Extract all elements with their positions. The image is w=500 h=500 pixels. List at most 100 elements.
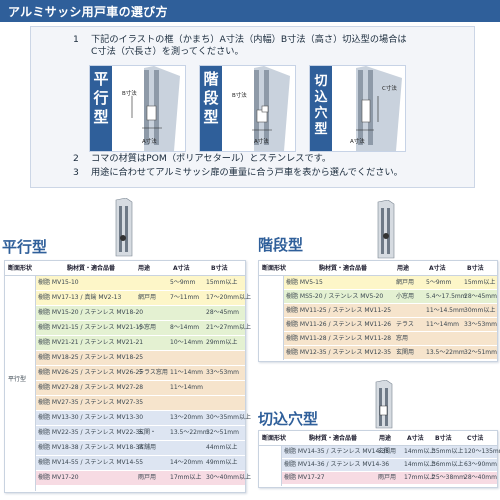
cell-a: 7〜11mm (170, 294, 200, 301)
cell-b: 32〜51mm (206, 429, 239, 436)
cell-part: 樹脂 MV18-25 / ステンレス MV18-25 (38, 354, 144, 361)
header-b: B寸法 (211, 265, 228, 272)
cell-a: 13.5〜22mm (170, 429, 209, 436)
cell-b: 49mm以上 (206, 459, 238, 466)
table-row: 樹脂 MV22-35 / ステンレス MV22-35 玄関・ 13.5〜22mm 32… (36, 426, 245, 441)
cell-use: 網戸用 (396, 278, 415, 286)
table-row: 樹脂 MV15-10 5〜9mm 15mm以上 (36, 276, 245, 291)
step-2-number: 2 (73, 153, 79, 164)
table-row: 樹脂 MV21-15 / ステンレス MV21-15 小窓用 8〜14mm 21〜27… (36, 321, 251, 336)
parallel-table-header: 断面形状 駒材質・適合品番 用途 A寸法 B寸法 (5, 261, 245, 276)
cell-b: 30〜35mm以上 (206, 414, 251, 421)
cell-a: 13.5〜22mm (426, 348, 465, 356)
cell-b: 32〜51mm (464, 348, 497, 356)
table-row: 樹脂 MV27-35 / ステンレス MV27-35 (36, 396, 245, 411)
header-shape: 断面形状 (8, 265, 33, 272)
type-tile-stepped: 階 段 型 B寸法 A寸法 (199, 65, 296, 152)
header-part: 駒材質・適合品番 (319, 265, 368, 272)
step-3-line-1: 用途に合わせてアルミサッシ扉の重量に合う戸車を表から選んでください。 (91, 167, 403, 178)
cell-a: 14〜20mm (170, 459, 203, 466)
cell-a: 14mm以上 (404, 448, 436, 455)
table-row: 樹脂 MV14-55 / ステンレス MV14-55 14〜20mm 49mm以上 (36, 456, 245, 471)
cell-part: 樹脂 MV5-15 (286, 278, 323, 286)
type-name-stepped: 階 段 型 (202, 70, 220, 127)
cell-a: 11〜14mm (170, 369, 203, 376)
cell-c: 120〜135mm (464, 448, 500, 455)
stepped-shape-column (259, 276, 284, 360)
type-label-strip (90, 66, 112, 151)
cell-a: 11〜14mm (426, 320, 459, 328)
table-row: 樹脂 MV14-36 / ステンレス MV14-36 14mm以上 36mm以上 63… (282, 459, 497, 472)
table-row: 樹脂 MV26-25 / ステンレス MV26-25 テラス窓用 11〜14mm 33… (36, 366, 245, 381)
section-title-cutin: 切込穴型 (258, 410, 319, 428)
type-char: 込 (314, 90, 328, 105)
section-title-parallel: 平行型 (2, 238, 48, 256)
cell-b: 17〜20mm以上 (206, 294, 251, 301)
header-a: A寸法 (173, 265, 190, 272)
type-char: 段 (203, 89, 219, 107)
header-a: A寸法 (407, 435, 424, 442)
cell-b: 30〜40mm以上 (206, 474, 251, 481)
cell-b: 35mm以上 (432, 448, 464, 455)
cell-use: 小窓用 (396, 292, 415, 300)
type-char: 穴 (314, 106, 328, 121)
cell-b: 15mm以上 (464, 278, 496, 286)
cell-a: 11〜14mm (170, 384, 203, 391)
table-row: 樹脂 MV17-20 雨戸用 17mm以上 30〜40mm以上 (36, 471, 251, 486)
cell-use: 小窓用 (138, 324, 157, 331)
cell-c: 63〜90mm (464, 461, 497, 468)
cell-part: 樹脂 MV26-25 / ステンレス MV26-25 (38, 369, 144, 376)
cell-part: 樹脂 MV15-20 / ステンレス MV18-20 (38, 309, 144, 316)
cell-part: 樹脂 MV17-27 (284, 474, 325, 481)
stepped-rows: 樹脂 MV5-15 網戸用 5〜9mm 15mm以上樹脂 MS5-20 / ステンレス… (284, 276, 497, 360)
table-row: 樹脂 MS5-20 / ステンレス MV5-20 小窓用 5.4〜17.5mm 28〜… (284, 290, 497, 304)
a-dimension-label: A寸法 (350, 139, 365, 145)
step-2-line-1: コマの材質はPOM（ポリアセタール）とステンレスです。 (91, 153, 332, 164)
b-dimension-label: B寸法 (122, 91, 137, 97)
cell-use: 玄関用 (378, 448, 397, 455)
table-row: 樹脂 MV17-27 雨戸用 17mm以上 25〜38mm 28〜40mm (282, 472, 497, 485)
header-part: 駒材質・適合品番 (309, 435, 358, 442)
cell-part: 樹脂 MV14-55 / ステンレス MV14-55 (38, 459, 144, 466)
cell-b: 29mm以上 (206, 339, 238, 346)
type-char: 切 (314, 74, 328, 89)
cell-part: 樹脂 MV14-36 / ステンレス MV14-36 (284, 461, 390, 468)
cell-a: 5〜9mm (426, 278, 452, 286)
cell-use: 雨戸用 (138, 474, 157, 481)
cell-use: 店舗用 (138, 444, 157, 451)
cell-c: 28〜40mm (464, 474, 497, 481)
header-b: B寸法 (467, 265, 484, 272)
header-a: A寸法 (429, 265, 446, 272)
type-char: 型 (93, 108, 109, 126)
cell-a: 13〜20mm (170, 414, 203, 421)
step-1-line-1: 下記のイラストの框（かまち）A寸法（内幅）B寸法（高さ）切込型の場合は (91, 34, 407, 45)
header-c: C寸法 (467, 435, 484, 442)
table-row: 樹脂 MV21-21 / ステンレス MV21-21 10〜14mm 29mm以上 (36, 336, 245, 351)
cell-b: 33〜53mm (464, 320, 497, 328)
section-title-stepped: 階段型 (258, 236, 304, 254)
header-use: 用途 (397, 265, 410, 272)
roller-cutin-icon (375, 380, 393, 429)
cell-part: 樹脂 MS5-20 / ステンレス MV5-20 (286, 292, 384, 300)
type-name-cutin: 切 込 穴 型 (312, 74, 330, 138)
cell-b: 30mm以上 (464, 306, 496, 314)
cell-part: 樹脂 MV21-15 / ステンレス MV21-15 (38, 324, 144, 331)
table-row: 樹脂 MV11-28 / ステンレス MV11-28 窓用 (284, 332, 497, 346)
instructions-box: 1 下記のイラストの框（かまち）A寸法（内幅）B寸法（高さ）切込型の場合は C寸… (30, 26, 475, 188)
cell-part: 樹脂 MV22-35 / ステンレス MV22-35 (38, 429, 144, 436)
cell-part: 樹脂 MV13-30 / ステンレス MV13-30 (38, 414, 144, 421)
cell-part: 樹脂 MV17-20 (38, 474, 79, 481)
cell-a: 10〜14mm (170, 339, 203, 346)
cell-b: 33〜53mm (206, 369, 239, 376)
a-dimension-label: A寸法 (254, 139, 269, 145)
cell-part: 樹脂 MV27-28 / ステンレス MV27-28 (38, 384, 144, 391)
cell-use: 雨戸用 (378, 474, 397, 481)
table-row: 樹脂 MV15-20 / ステンレス MV18-20 28〜45mm (36, 306, 245, 321)
table-row: 樹脂 MV5-15 網戸用 5〜9mm 15mm以上 (284, 276, 497, 290)
frame-stepped-illustration (252, 66, 290, 151)
c-dimension-label: C寸法 (382, 86, 397, 92)
cell-use: テラス窓用 (138, 369, 168, 376)
cell-a: 5.4〜17.5mm (426, 292, 467, 300)
table-row: 樹脂 MV13-30 / ステンレス MV13-30 13〜20mm 30〜35mm… (36, 411, 251, 426)
cell-b: 15mm以上 (206, 279, 238, 286)
